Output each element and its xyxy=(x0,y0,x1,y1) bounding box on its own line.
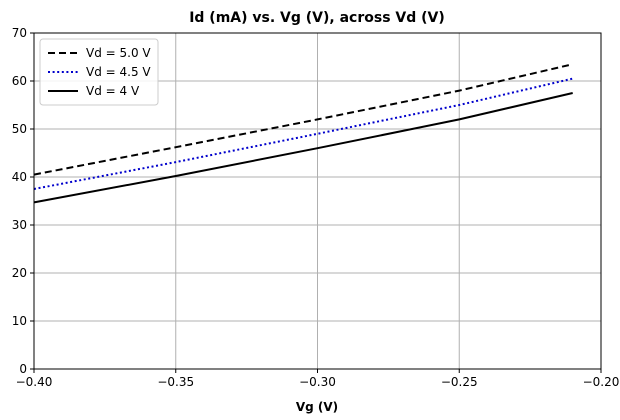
x-tick-label: −0.30 xyxy=(299,375,336,389)
y-tick-label: 30 xyxy=(12,218,27,232)
tick-marks: −0.40 −0.35 −0.30 −0.25 −0.20 0 10 20 30 40 50 60 70 xyxy=(12,26,620,389)
legend: Vd = 5.0 V Vd = 4.5 V Vd = 4 V xyxy=(39,38,159,106)
y-tick-label: 40 xyxy=(12,170,27,184)
chart-title: Id (mA) vs. Vg (V), across Vd (V) xyxy=(189,10,445,26)
series-line-3 xyxy=(33,92,573,204)
legend-label: Vd = 5.0 V xyxy=(86,46,151,60)
legend-label: Vd = 4 V xyxy=(86,84,140,98)
y-tick-label: 20 xyxy=(12,266,27,280)
series-line-1 xyxy=(33,63,573,176)
y-tick-label: 60 xyxy=(12,74,27,88)
x-tick-label: −0.25 xyxy=(441,375,478,389)
y-tick-label: 70 xyxy=(12,26,27,40)
y-tick-label: 10 xyxy=(12,314,27,328)
legend-label: Vd = 4.5 V xyxy=(86,65,151,79)
y-tick-label: 0 xyxy=(19,362,27,376)
legend-box xyxy=(39,38,159,106)
series-lines xyxy=(33,63,573,204)
x-tick-label: −0.20 xyxy=(583,375,620,389)
y-tick-label: 50 xyxy=(12,122,27,136)
x-axis-label: Vg (V) xyxy=(296,400,338,414)
x-tick-label: −0.35 xyxy=(157,375,194,389)
x-tick-label: −0.40 xyxy=(16,375,53,389)
